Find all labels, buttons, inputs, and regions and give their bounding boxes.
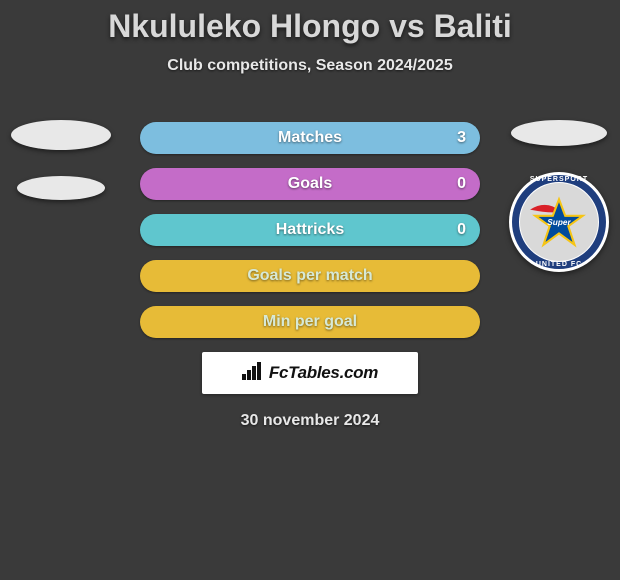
player-left-silhouette-2 — [17, 176, 105, 200]
stat-row-goals-per-match: Goals per match — [140, 260, 480, 292]
player-left-column — [6, 120, 116, 226]
stat-row-goals: Goals 0 — [140, 168, 480, 200]
branding-badge: FcTables.com — [202, 352, 418, 394]
stat-right-value: 3 — [457, 129, 466, 147]
club-badge-top-text: SUPERSPORT — [509, 176, 609, 183]
stat-row-matches: Matches 3 — [140, 122, 480, 154]
stats-panel: Matches 3 Goals 0 Hattricks 0 Goals per … — [140, 122, 480, 430]
player-left-silhouette-1 — [11, 120, 111, 150]
player-right-silhouette — [511, 120, 607, 146]
page-title: Nkululeko Hlongo vs Baliti — [0, 0, 620, 45]
stat-label: Matches — [278, 129, 342, 147]
club-badge: SUPERSPORT UNITED FC Super — [509, 172, 609, 272]
date-line: 30 november 2024 — [140, 412, 480, 430]
player-right-column: SUPERSPORT UNITED FC Super — [504, 120, 614, 272]
branding-text: FcTables.com — [269, 363, 378, 383]
club-badge-star-icon: Super — [528, 191, 590, 253]
subtitle: Club competitions, Season 2024/2025 — [0, 57, 620, 75]
stat-label: Goals — [288, 175, 332, 193]
stat-row-hattricks: Hattricks 0 — [140, 214, 480, 246]
stat-row-min-per-goal: Min per goal — [140, 306, 480, 338]
stat-right-value: 0 — [457, 221, 466, 239]
stat-label: Goals per match — [247, 267, 372, 285]
svg-text:Super: Super — [547, 218, 571, 227]
stat-right-value: 0 — [457, 175, 466, 193]
bars-icon — [242, 362, 264, 385]
stat-label: Hattricks — [276, 221, 344, 239]
club-badge-bottom-text: UNITED FC — [509, 261, 609, 268]
club-badge-fill: Super — [520, 183, 598, 261]
stat-label: Min per goal — [263, 313, 357, 331]
